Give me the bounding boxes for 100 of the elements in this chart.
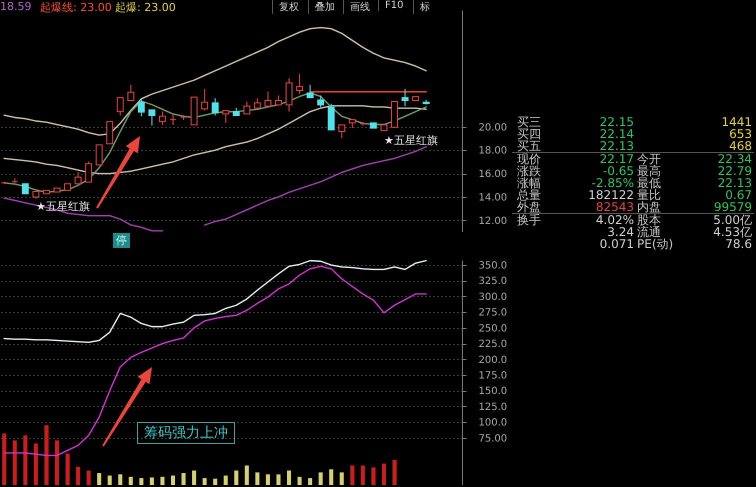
text: 换手 (517, 212, 541, 227)
bar (308, 478, 312, 485)
candlestick (22, 183, 29, 194)
bar (108, 476, 112, 485)
y-tick-label: 125.0 (478, 402, 508, 413)
bar (392, 460, 397, 485)
candlestick (286, 78, 292, 112)
candlestick (328, 103, 335, 130)
text: -2.85% (592, 176, 634, 190)
candlestick (222, 110, 230, 124)
candlestick (338, 124, 346, 139)
text: 量比 (637, 188, 661, 202)
text: 22.13 (718, 176, 752, 190)
candlestick (127, 84, 134, 102)
bar (128, 476, 133, 485)
bar (44, 425, 48, 485)
bar (234, 470, 238, 485)
text: 买四 (517, 127, 541, 142)
bar (382, 464, 386, 485)
text: 最低 (637, 176, 661, 190)
bar (118, 474, 122, 485)
y-tick-label: 20.00 (478, 122, 508, 134)
bar (318, 472, 323, 485)
text: 内盘 (637, 200, 661, 214)
bar (371, 467, 376, 485)
bar (182, 473, 186, 485)
candlestick (254, 98, 261, 109)
candlestick (306, 84, 314, 98)
candlestick (275, 95, 282, 106)
bar (97, 473, 102, 485)
annotation: 起爆: 23.00 (115, 0, 176, 15)
text: 买三 (517, 115, 541, 129)
line-series (4, 266, 427, 456)
y-tick-label: 14.00 (478, 192, 508, 204)
candlestick (96, 144, 103, 166)
text: 99579 (714, 200, 752, 214)
bar (192, 470, 196, 485)
text: 4.02% (596, 212, 634, 227)
text: 4.53亿 (713, 224, 752, 239)
y-tick-label: 150.0 (478, 386, 508, 398)
annotation: 叠加 (308, 0, 341, 14)
text: PE(动) (637, 237, 674, 251)
bar (202, 478, 207, 485)
annotation: 复权 (272, 0, 305, 14)
text: 最高 (637, 164, 661, 178)
bar (329, 469, 334, 485)
bar (360, 466, 365, 485)
annotation: 画线 (343, 0, 376, 14)
text: 买五 (517, 139, 541, 154)
y-tick-label: 175.0 (478, 370, 508, 382)
text: 流通 (637, 224, 661, 239)
annotation: F10 (378, 0, 410, 11)
bar (12, 440, 17, 485)
bar (160, 476, 164, 485)
y-tick-label: 200.0 (478, 354, 508, 366)
text: 3.24 (607, 224, 634, 239)
y-tick-label: 16.00 (478, 169, 508, 180)
y-tick-label: 225.0 (478, 339, 508, 350)
text: 22.14 (600, 127, 634, 142)
bar (224, 476, 228, 485)
bar (34, 444, 38, 485)
candlestick (158, 111, 166, 126)
bar (76, 466, 80, 485)
text: 22.79 (718, 164, 752, 178)
annotation: 18.59 (0, 0, 32, 13)
y-tick-label: 300.0 (478, 292, 508, 303)
bar (170, 476, 176, 485)
text: 今开 (637, 152, 661, 166)
text: 外盘 (517, 200, 541, 214)
line-series (4, 105, 427, 174)
text: -0.65 (602, 164, 634, 178)
text: 82543 (596, 200, 634, 214)
candlestick (317, 95, 324, 108)
candlestick (402, 88, 408, 107)
candlestick (243, 101, 250, 114)
bar (54, 440, 59, 485)
y-tick-label: 18.00 (478, 146, 508, 157)
text: 5.00亿 (713, 212, 752, 227)
candlestick (106, 121, 114, 144)
bar (350, 466, 354, 485)
bar (65, 454, 70, 485)
text: 0.67 (725, 188, 752, 202)
bar (86, 470, 91, 485)
candlestick (170, 113, 176, 126)
text: 78.6 (725, 237, 752, 251)
text: 653 (729, 127, 752, 142)
text: 股本 (637, 212, 661, 227)
bar (244, 466, 249, 485)
bar (266, 474, 270, 485)
line-series (4, 260, 427, 344)
y-tick-label: 325.0 (478, 276, 508, 288)
candlestick (116, 97, 124, 116)
annotation: ★五星红旗 (384, 133, 438, 148)
text: 0.071 (600, 237, 634, 251)
candlestick (148, 109, 156, 126)
text: 1441 (721, 115, 752, 129)
text: 现价 (517, 152, 541, 166)
bar (213, 478, 218, 485)
candlestick (296, 73, 304, 94)
bar (255, 472, 260, 485)
